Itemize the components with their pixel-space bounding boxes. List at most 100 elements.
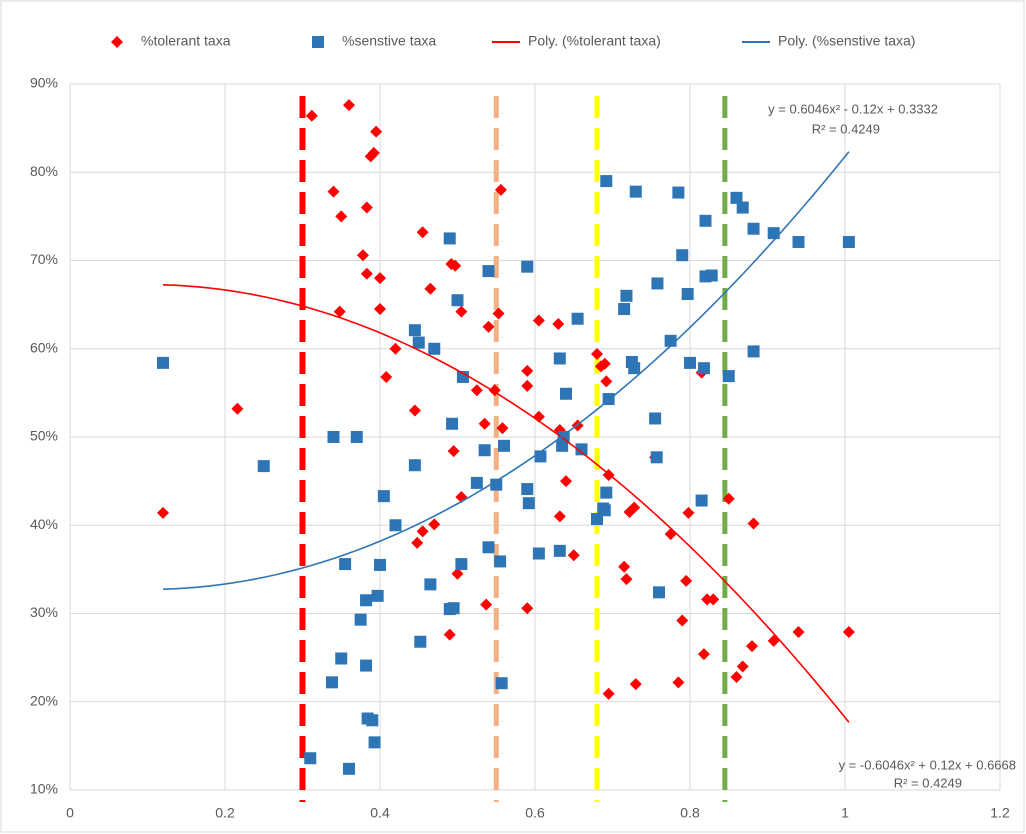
point: [455, 558, 468, 571]
y-tick-label: 70%: [30, 251, 58, 267]
point: [449, 259, 462, 272]
point: [325, 676, 338, 689]
point: [672, 676, 685, 689]
point: [496, 422, 509, 435]
x-tick-label: 0.2: [215, 805, 235, 821]
point: [620, 289, 633, 302]
point: [591, 348, 603, 361]
point: [380, 370, 393, 383]
point: [649, 412, 662, 425]
point: [456, 370, 469, 383]
legend-marker: [111, 36, 123, 48]
point: [697, 648, 710, 661]
point: [335, 210, 348, 223]
trendline-r2: R² = 0.4249: [894, 775, 962, 790]
point: [367, 146, 380, 159]
point: [650, 451, 663, 464]
trendline-equation: y = -0.6046x² + 0.12x + 0.6668: [839, 757, 1016, 772]
point: [478, 444, 491, 457]
point: [699, 214, 712, 227]
point: [553, 510, 566, 523]
point: [428, 518, 441, 531]
point: [560, 387, 572, 400]
point: [730, 191, 743, 204]
point: [736, 201, 749, 214]
y-tick-label: 90%: [30, 75, 58, 91]
point: [371, 589, 384, 602]
y-tick-label: 20%: [30, 692, 58, 708]
point: [557, 431, 570, 443]
point: [428, 342, 441, 355]
point: [482, 265, 495, 278]
point: [598, 357, 611, 370]
point: [470, 384, 483, 397]
point: [424, 578, 437, 591]
point: [350, 431, 363, 443]
point: [360, 659, 373, 672]
point: [354, 613, 367, 626]
point: [602, 687, 615, 700]
point: [629, 678, 642, 691]
point: [339, 558, 352, 571]
point: [682, 506, 695, 519]
point: [672, 186, 685, 199]
point: [414, 635, 427, 648]
point: [416, 525, 429, 538]
legend-label: Poly. (%senstive taxa): [778, 33, 915, 49]
point: [494, 183, 507, 196]
point: [447, 602, 460, 615]
point: [571, 312, 584, 325]
point: [521, 379, 534, 392]
point: [480, 598, 493, 611]
y-tick-label: 80%: [30, 163, 58, 179]
point: [424, 282, 437, 295]
point: [231, 402, 244, 415]
point: [552, 318, 565, 331]
x-tick-label: 0.8: [680, 805, 700, 821]
point: [747, 517, 760, 530]
point: [618, 303, 631, 316]
point: [470, 476, 483, 489]
point: [681, 288, 694, 301]
point: [747, 222, 760, 235]
point: [370, 125, 383, 138]
point: [842, 235, 855, 248]
point: [360, 594, 373, 607]
point: [368, 736, 381, 749]
point: [600, 375, 613, 388]
x-tick-label: 0.4: [370, 805, 390, 821]
trendline-equation: y = 0.6046x² - 0.12x + 0.3332: [768, 101, 938, 116]
point: [447, 445, 460, 458]
legend-marker: [312, 36, 324, 48]
point: [482, 320, 495, 333]
point: [792, 626, 805, 639]
point: [553, 352, 566, 365]
point: [389, 519, 402, 532]
trendline: [162, 151, 850, 591]
point: [620, 573, 633, 586]
point: [736, 660, 749, 673]
point: [333, 305, 346, 318]
point: [618, 560, 631, 573]
point: [522, 497, 535, 510]
point: [792, 235, 805, 248]
point: [676, 249, 689, 262]
point: [553, 544, 566, 557]
point: [730, 671, 743, 684]
point: [360, 201, 373, 214]
point: [455, 305, 468, 318]
point: [446, 417, 459, 430]
trendline-r2: R² = 0.4249: [812, 121, 880, 136]
trendline: [162, 283, 850, 723]
point: [701, 593, 714, 606]
y-tick-label: 60%: [30, 339, 58, 355]
point: [389, 342, 402, 355]
point: [676, 614, 689, 627]
point: [356, 249, 369, 262]
point: [521, 602, 534, 615]
point: [722, 370, 735, 383]
y-tick-label: 50%: [30, 428, 58, 444]
point: [305, 109, 318, 122]
